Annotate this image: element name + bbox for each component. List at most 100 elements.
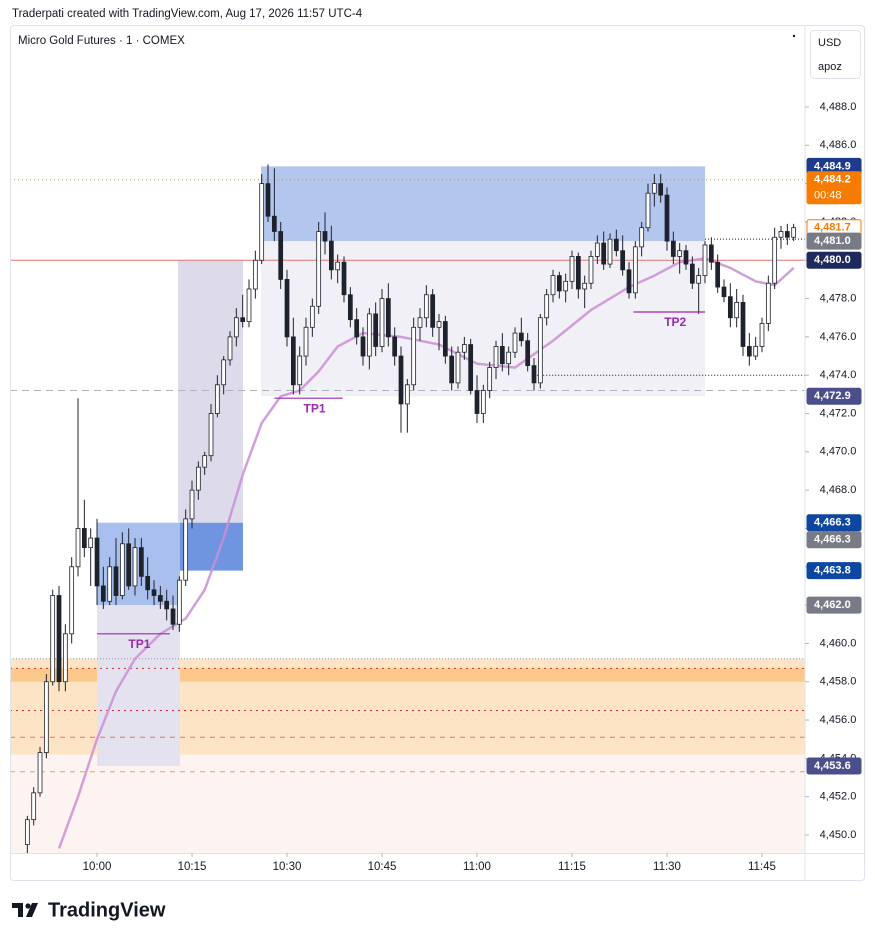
x-tick-label: 10:45	[368, 861, 397, 873]
y-tick-label: 4,488.0	[820, 101, 857, 113]
candle-body	[398, 355, 404, 405]
candle-body	[639, 227, 645, 248]
brand: TradingView	[48, 899, 166, 921]
candle-body	[107, 566, 113, 602]
candle-body	[50, 595, 56, 683]
candle-body	[233, 317, 239, 338]
candle-body	[284, 279, 290, 338]
candle-body	[664, 194, 670, 242]
zone	[97, 605, 180, 767]
candle-body	[765, 282, 771, 324]
candle-body	[151, 589, 157, 596]
price-badge	[806, 757, 862, 775]
candle-body	[328, 240, 334, 271]
candle-body	[278, 231, 284, 280]
candle-body	[170, 608, 176, 625]
candle-body	[265, 183, 271, 217]
candle-body	[582, 282, 588, 290]
candle-body	[525, 340, 531, 367]
candle-body	[227, 336, 233, 361]
candle-body	[303, 326, 309, 357]
candle-body	[164, 600, 170, 610]
price-badge-label: 4,463.8	[814, 565, 851, 577]
candle-body	[468, 344, 474, 391]
candle-body	[379, 298, 385, 347]
candle-body	[113, 566, 119, 596]
target-label: TP1	[304, 401, 326, 415]
candle-body	[100, 585, 106, 602]
candle-body	[81, 528, 87, 549]
logo-mark	[12, 903, 23, 917]
candle-body	[575, 256, 581, 290]
price-badge-label: 4,481.0	[814, 235, 851, 247]
candle-body	[461, 344, 467, 353]
candle-body	[189, 489, 195, 520]
candle-body	[341, 261, 347, 296]
candle-body	[214, 384, 220, 414]
candle-body	[138, 547, 144, 577]
zone	[261, 166, 705, 242]
price-badge	[806, 562, 862, 580]
candle-body	[354, 319, 360, 338]
zone	[11, 668, 805, 682]
menu-dot	[792, 34, 796, 38]
candle-body	[791, 227, 797, 238]
candle-body	[126, 543, 132, 587]
price-badge-label: 4,466.3	[814, 517, 851, 529]
candle-body	[157, 595, 163, 602]
candle-body	[708, 244, 714, 263]
candle-body	[392, 336, 398, 357]
price-badge-label: 4,472.9	[814, 390, 851, 402]
candle-body	[499, 346, 505, 365]
y-tick-label: 4,458.0	[820, 676, 857, 688]
candle-body	[37, 752, 43, 794]
candle-body	[632, 246, 638, 294]
zone	[179, 522, 243, 571]
price-badge	[806, 531, 862, 549]
currency-button[interactable]	[810, 30, 861, 79]
price-badge-label: 4,481.7	[814, 222, 851, 234]
price-badge	[806, 232, 862, 250]
candle-body	[360, 336, 366, 357]
candle-body	[56, 595, 62, 683]
price-badge	[806, 596, 862, 614]
candle-body	[88, 537, 94, 549]
candle-body	[316, 231, 322, 307]
price-badge	[806, 387, 862, 405]
candle-body	[588, 256, 594, 284]
price-badge-label: 4,480.0	[814, 254, 851, 266]
candle-body	[740, 302, 746, 347]
candle-body	[569, 256, 575, 282]
x-tick-label: 11:30	[653, 861, 681, 873]
candle-body	[240, 317, 246, 322]
candle-body	[290, 336, 296, 386]
symbol-title: Micro Gold Futures · 1 · COMEX	[18, 35, 185, 47]
candle-body	[613, 238, 619, 252]
candle-body	[759, 323, 765, 347]
y-tick-label: 4,460.0	[820, 637, 857, 649]
candle-body	[404, 384, 410, 405]
x-tick-label: 10:30	[273, 861, 302, 873]
y-tick-label: 4,474.0	[820, 369, 857, 381]
target-label: TP1	[128, 637, 150, 651]
candle-body	[537, 317, 543, 384]
price-badge-label: 4,466.3	[814, 534, 851, 546]
candle-body	[512, 332, 518, 353]
candle-body	[778, 231, 784, 238]
scale-mode[interactable]: apoz	[818, 61, 842, 73]
candle-body	[474, 390, 480, 414]
y-tick-label: 4,472.0	[820, 407, 857, 419]
candle-body	[563, 280, 569, 292]
candle-body	[69, 566, 75, 635]
candle-body	[297, 355, 303, 386]
candle-body	[544, 294, 550, 319]
currency[interactable]: USD	[818, 37, 841, 49]
candle-body	[645, 192, 651, 229]
candle-body	[651, 183, 657, 194]
zone	[261, 241, 705, 397]
candle-body	[366, 313, 372, 357]
candle-body	[43, 681, 49, 754]
candle-body	[550, 275, 556, 296]
candle-body	[772, 236, 778, 284]
candle-body	[132, 547, 138, 587]
